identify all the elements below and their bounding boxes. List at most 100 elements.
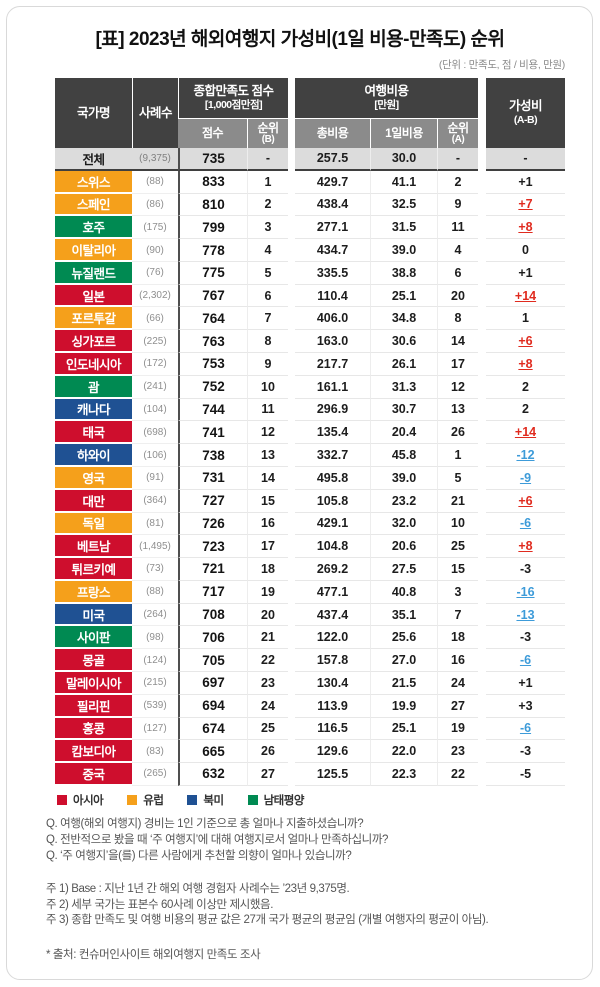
footnote: 주 1) Base : 지난 1년 간 해외 여행 경험자 사례수는 ’23년 … (46, 883, 350, 895)
daily-cost-cell: 25.6 (370, 626, 437, 650)
value-cell: +1 (486, 671, 565, 695)
header-value: 가성비 (A-B) (486, 78, 565, 148)
legend-swatch (127, 795, 138, 805)
value-cell: -5 (486, 763, 565, 786)
footnotes: 주 1) Base : 지난 1년 간 해외 여행 경험자 사례수는 ’23년 … (46, 882, 576, 929)
score-cell: 763 (178, 330, 247, 354)
total-cost-cell: 296.9 (295, 398, 370, 422)
daily-cost-cell: 31.5 (370, 216, 437, 240)
column-gap (478, 694, 486, 718)
daily-cost-cell: 22.0 (370, 740, 437, 764)
rank-b-cell: 10 (247, 375, 288, 399)
value-cell: -3 (486, 626, 565, 650)
samples-cell: (241) (132, 375, 178, 399)
country-cell: 베트남 (55, 535, 132, 559)
score-cell: 744 (178, 398, 247, 422)
samples-cell: (2,302) (132, 284, 178, 308)
rank-a-cell: 15 (437, 558, 478, 581)
rank-a-cell: 20 (437, 284, 478, 308)
rank-a-cell: 22 (437, 763, 478, 786)
rank-a-cell: 16 (437, 649, 478, 672)
country-cell: 캐나다 (55, 398, 132, 422)
rank-a-cell: 14 (437, 330, 478, 354)
legend-label: 아시아 (73, 795, 104, 807)
legend-item: 남태평양 (247, 792, 304, 808)
column-gap (478, 170, 486, 194)
rank-b-cell: 16 (247, 512, 288, 536)
column-gap (478, 307, 486, 331)
column-gap (288, 216, 295, 240)
column-gap (478, 330, 486, 354)
country-cell: 일본 (55, 284, 132, 308)
country-cell: 괌 (55, 375, 132, 399)
total-cost-cell: 130.4 (295, 671, 370, 695)
country-cell: 튀르키예 (55, 558, 132, 581)
footnote: 주 3) 종합 만족도 및 여행 비용의 평균 값은 27개 국가 평균의 평균… (46, 914, 489, 926)
column-gap (478, 444, 486, 467)
score-cell: 723 (178, 535, 247, 559)
samples-cell: (106) (132, 444, 178, 467)
samples-cell: (91) (132, 466, 178, 490)
column-gap (478, 580, 486, 604)
value-cell: +1 (486, 170, 565, 194)
column-gap (288, 330, 295, 354)
header-cost-label: 여행비용 (364, 84, 409, 99)
total-cost-cell: 495.8 (295, 466, 370, 490)
rank-b-cell: - (247, 148, 288, 171)
rank-b-cell: 2 (247, 193, 288, 217)
value-cell: +14 (486, 421, 565, 445)
rank-b-cell: 26 (247, 740, 288, 764)
total-cost-cell: 332.7 (295, 444, 370, 467)
units-note: (단위 : 만족도, 점 / 비용, 만원) (438, 59, 565, 71)
score-cell: 632 (178, 763, 247, 786)
rank-b-cell: 13 (247, 444, 288, 467)
samples-cell: (88) (132, 580, 178, 604)
samples-cell: (1,495) (132, 535, 178, 559)
subheader-daily-cost: 1일비용 (370, 118, 437, 148)
legend-label: 유럽 (143, 795, 164, 807)
column-gap (478, 421, 486, 445)
score-cell: 727 (178, 489, 247, 513)
column-gap (288, 78, 295, 148)
samples-cell: (104) (132, 398, 178, 422)
daily-cost-cell: 35.1 (370, 603, 437, 627)
column-gap (288, 284, 295, 308)
subheader-rank-a: 순위 (A) (437, 118, 478, 148)
total-cost-cell: 104.8 (295, 535, 370, 559)
total-cost-cell: 437.4 (295, 603, 370, 627)
country-cell: 사이판 (55, 626, 132, 650)
daily-cost-cell: 34.8 (370, 307, 437, 331)
daily-cost-cell: 25.1 (370, 284, 437, 308)
score-cell: 778 (178, 239, 247, 262)
total-cost-cell: 406.0 (295, 307, 370, 331)
column-gap (288, 193, 295, 217)
total-cost-cell: 257.5 (295, 148, 370, 171)
value-cell: 1 (486, 307, 565, 331)
rank-b-cell: 18 (247, 558, 288, 581)
rank-a-cell: 17 (437, 353, 478, 376)
total-cost-cell: 434.7 (295, 239, 370, 262)
total-cost-cell: 105.8 (295, 489, 370, 513)
value-cell: -6 (486, 717, 565, 741)
header-cost-sub: [만원] (374, 99, 399, 112)
total-cost-cell: 335.5 (295, 261, 370, 285)
country-cell: 몽골 (55, 649, 132, 672)
survey-question: Q. 여행(해외 여행지) 경비는 1인 기준으로 총 얼마나 지출하셨습니까? (46, 818, 364, 830)
value-cell: +1 (486, 261, 565, 285)
value-cell: +3 (486, 694, 565, 718)
column-gap (288, 694, 295, 718)
score-cell: 767 (178, 284, 247, 308)
column-gap (478, 649, 486, 672)
rank-a-cell: 25 (437, 535, 478, 559)
score-cell: 697 (178, 671, 247, 695)
score-cell: 694 (178, 694, 247, 718)
rank-b-cell: 25 (247, 717, 288, 741)
value-cell: 2 (486, 375, 565, 399)
score-cell: 799 (178, 216, 247, 240)
value-cell: 0 (486, 239, 565, 262)
column-gap (288, 717, 295, 741)
country-cell: 대만 (55, 489, 132, 513)
column-gap (288, 580, 295, 604)
subheader-rank-b-sub: (B) (261, 133, 275, 145)
daily-cost-cell: 30.7 (370, 398, 437, 422)
